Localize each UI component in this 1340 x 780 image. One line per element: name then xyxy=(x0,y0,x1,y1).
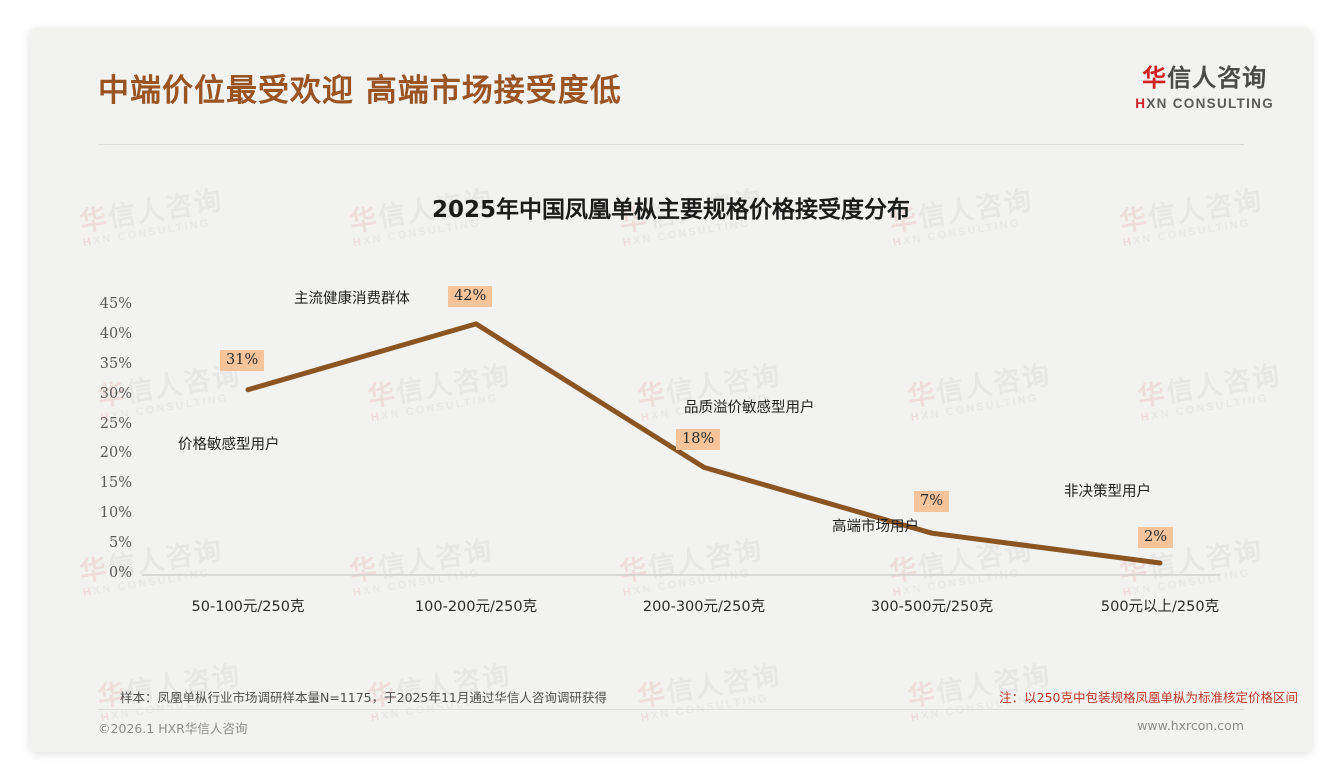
logo-en-gray: XN CONSULTING xyxy=(1146,96,1274,111)
x-axis-tick-label: 300-500元/250克 xyxy=(870,599,994,615)
data-point-label: 7% xyxy=(914,491,950,513)
x-axis-tick-label: 100-200元/250克 xyxy=(414,599,538,615)
chart-annotation: 非决策型用户 xyxy=(1064,484,1151,500)
y-axis-tick-label: 35% xyxy=(99,355,132,372)
copyright-text: ©2026.1 HXR华信人咨询 xyxy=(98,721,248,736)
logo-en-red: H xyxy=(1135,96,1147,111)
y-axis-tick-label: 20% xyxy=(99,445,132,462)
website-text: www.hxrcon.com xyxy=(1137,718,1244,733)
footnote-note: 注：以250克中包装规格凤凰单枞为标准核定价格区间 xyxy=(999,690,1298,705)
line-chart-svg xyxy=(142,321,1220,576)
y-axis-tick-label: 25% xyxy=(99,415,132,432)
data-point-label: 42% xyxy=(448,285,493,307)
x-axis-tick-label: 50-100元/250克 xyxy=(191,599,305,615)
y-axis-tick-label: 10% xyxy=(99,505,132,522)
chart-annotation: 价格敏感型用户 xyxy=(178,437,280,453)
company-logo: 华信人咨询 HXN CONSULTING xyxy=(1135,58,1274,111)
x-axis-tick-label: 500元以上/250克 xyxy=(1100,599,1220,615)
header-divider xyxy=(98,144,1244,145)
logo-cn-gray: 信人咨询 xyxy=(1167,64,1268,92)
chart-annotation: 高端市场用户 xyxy=(832,519,919,535)
logo-english: HXN CONSULTING xyxy=(1135,96,1274,111)
logo-cn-red: 华 xyxy=(1142,64,1168,92)
x-axis-tick-label: 200-300元/250克 xyxy=(642,599,766,615)
slide-canvas: 华信人咨询 HXN CONSULTING 华信人咨询 HXN CONSULTING 华信… xyxy=(30,28,1312,752)
logo-chinese: 华信人咨询 xyxy=(1135,58,1274,93)
footer-divider xyxy=(98,709,1244,710)
chart-annotation: 品质溢价敏感型用户 xyxy=(684,400,815,416)
data-point-label: 2% xyxy=(1138,527,1174,549)
y-axis-tick-label: 45% xyxy=(99,296,132,312)
chart-title: 2025年中国凤凰单枞主要规格价格接受度分布 xyxy=(431,197,910,223)
footnote-sample: 样本：凤凰单枞行业市场调研样本量N=1175，于2025年11月通过华信人咨询调… xyxy=(120,690,607,705)
data-series-line xyxy=(245,321,1163,566)
y-axis-tick-label: 0% xyxy=(108,565,132,581)
y-axis-tick-label: 15% xyxy=(99,475,132,492)
page-title: 中端价位最受欢迎 高端市场接受度低 xyxy=(98,73,622,109)
chart-annotation: 主流健康消费群体 xyxy=(294,291,410,307)
y-axis-tick-label: 5% xyxy=(108,535,132,552)
data-point-label: 18% xyxy=(676,429,721,451)
data-point-label: 31% xyxy=(220,349,265,371)
y-axis-tick-label: 30% xyxy=(99,385,132,402)
chart-plot-area xyxy=(30,28,1312,752)
slide-header: 中端价位最受欢迎 高端市场接受度低 华信人咨询 HXN CONSULTING xyxy=(30,28,1312,145)
y-axis-tick-label: 40% xyxy=(99,325,132,342)
